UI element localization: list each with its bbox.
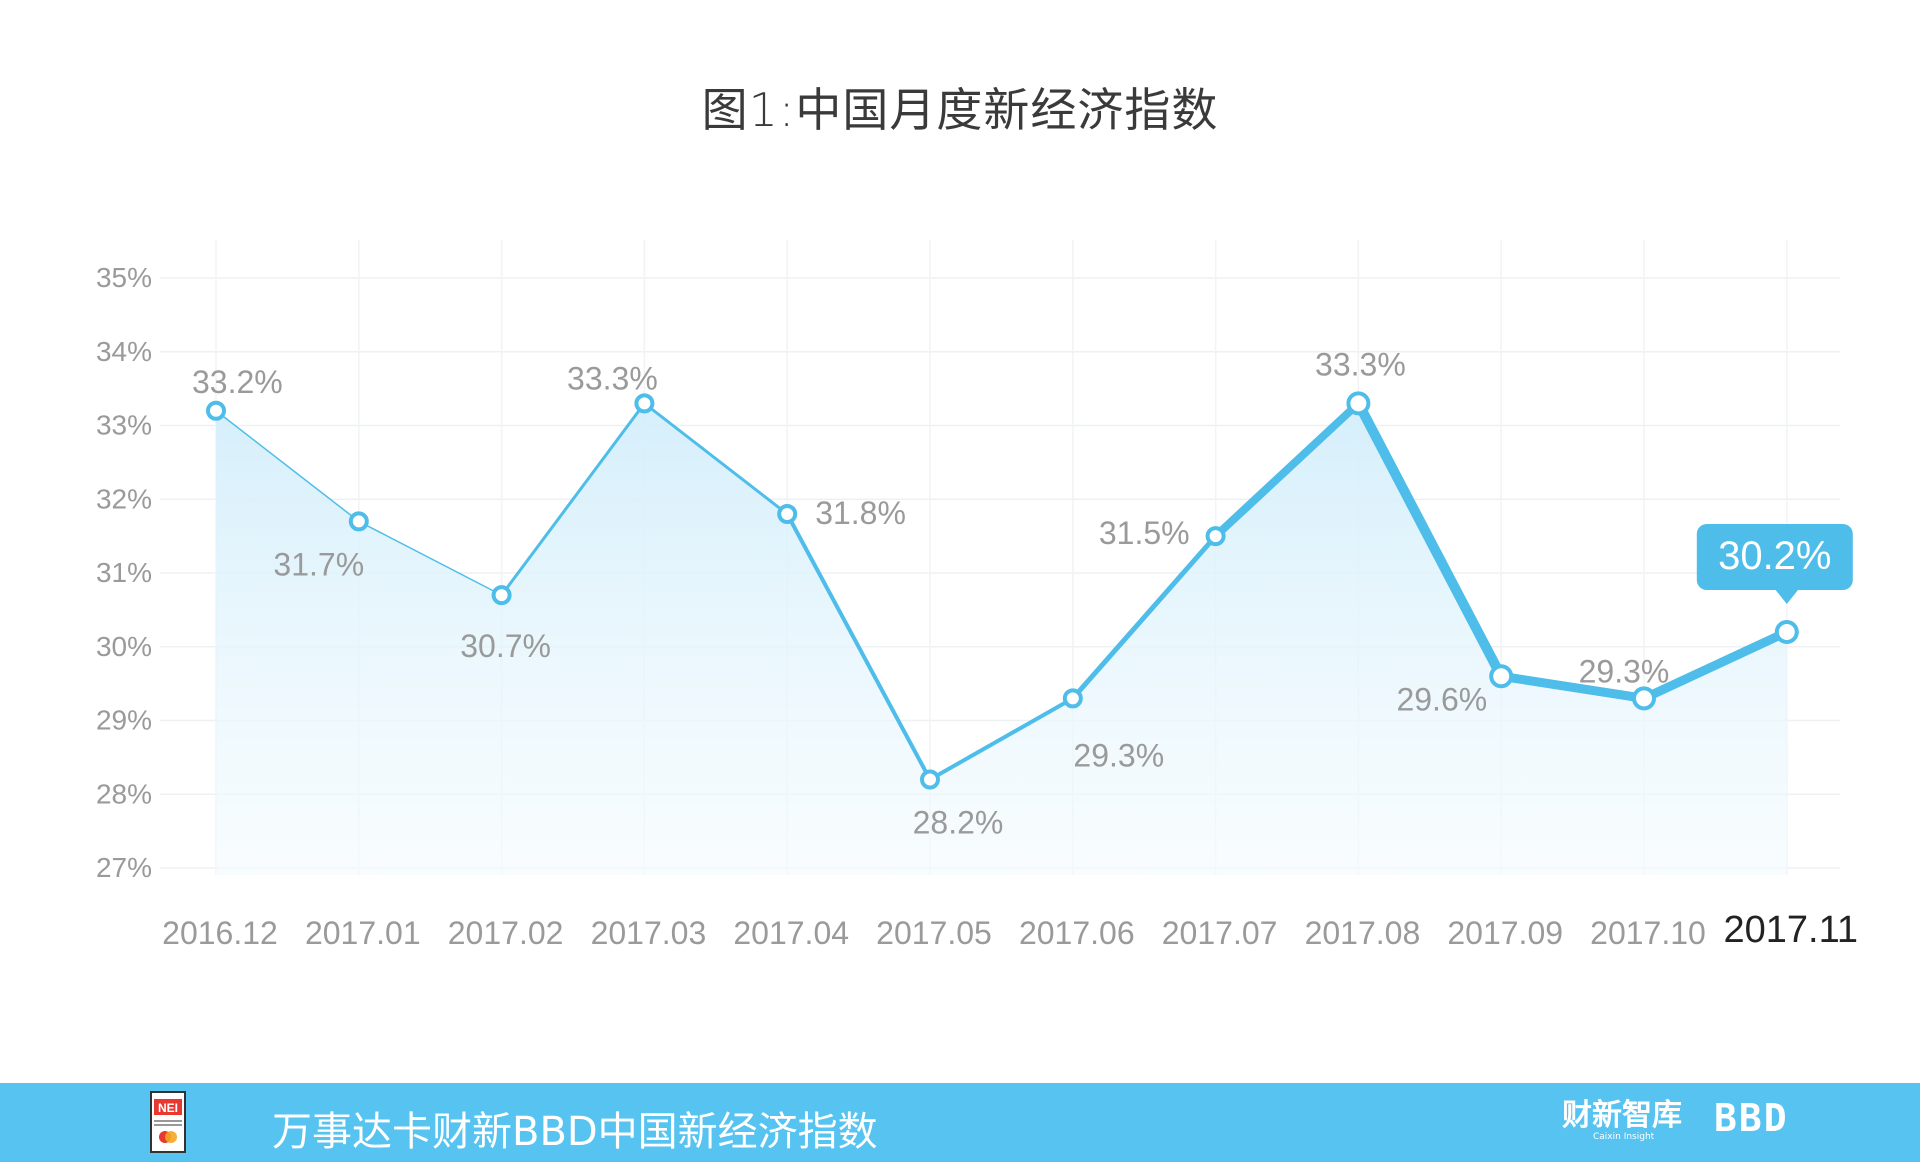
area-fill — [216, 403, 1787, 875]
y-tick-label: 33% — [96, 410, 152, 441]
x-tick-label: 2017.05 — [876, 915, 992, 951]
nei-logo-text: NEI — [158, 1101, 178, 1115]
line-segment — [215, 410, 360, 523]
line-segment — [928, 696, 1075, 782]
data-label: 31.8% — [815, 495, 906, 531]
data-point — [348, 511, 369, 532]
x-tick-label: 2016.12 — [162, 915, 278, 951]
line-segment — [642, 401, 789, 516]
line-segment — [1353, 398, 1507, 682]
y-tick-label: 31% — [96, 557, 152, 588]
x-tick-label: 2017.01 — [305, 915, 421, 951]
x-tick-label: 2017.02 — [448, 915, 564, 951]
line-segment — [500, 401, 646, 597]
y-tick-label: 35% — [96, 262, 152, 293]
y-tick-label: 32% — [96, 483, 152, 514]
bbd-logo: BBD — [1714, 1096, 1789, 1140]
x-tick-label: 2017.09 — [1447, 915, 1563, 951]
data-label: 31.7% — [273, 546, 364, 582]
caixin-insight-subtitle: Caixin Insight — [1593, 1132, 1655, 1142]
data-label: 29.3% — [1073, 737, 1164, 773]
data-point — [1062, 688, 1083, 709]
data-label: 30.7% — [460, 628, 551, 664]
data-point — [1632, 686, 1656, 711]
nei-logo: NEI — [150, 1091, 186, 1157]
x-tick-label: 2017.07 — [1162, 915, 1278, 951]
x-tick-label: 2017.03 — [591, 915, 707, 951]
line-segment — [1496, 671, 1649, 703]
data-label: 33.3% — [567, 360, 658, 396]
footer-title: 万事达卡财新BBD中国新经济指数 — [272, 1109, 878, 1155]
line-segment — [785, 512, 932, 782]
data-point — [206, 400, 226, 421]
data-label: 31.5% — [1099, 515, 1190, 551]
data-point — [634, 393, 655, 414]
data-point — [1489, 664, 1514, 689]
line-segment — [358, 520, 503, 596]
footer-bar: NEI 万事达卡财新BBD中国新经济指数 财新智库 Caixin Insight… — [0, 1083, 1920, 1162]
x-tick-label: 2017.04 — [733, 915, 849, 951]
callout-bubble: 30.2% — [1696, 524, 1853, 604]
data-label: 29.6% — [1396, 681, 1487, 717]
data-point — [920, 769, 940, 790]
y-tick-label: 27% — [96, 852, 152, 883]
data-label: 28.2% — [913, 805, 1004, 841]
callout-label: 30.2% — [1718, 534, 1831, 578]
x-tick-label: 2017.06 — [1019, 915, 1135, 951]
chart-title: 图1:中国月度新经济指数 — [701, 83, 1219, 137]
y-tick-label: 30% — [96, 631, 152, 662]
x-tick-label: 2017.08 — [1305, 915, 1421, 951]
y-tick-label: 28% — [96, 778, 152, 809]
data-label: 29.3% — [1579, 653, 1670, 689]
data-point — [1205, 526, 1226, 547]
line-segment — [1211, 399, 1363, 541]
data-point — [1346, 391, 1371, 416]
data-label: 33.2% — [192, 364, 283, 400]
y-tick-label: 34% — [96, 336, 152, 367]
caixin-insight-logo: 财新智库 — [1562, 1098, 1682, 1133]
data-point — [491, 585, 512, 606]
data-point — [777, 504, 798, 524]
line-segment — [1639, 627, 1792, 703]
data-point — [1774, 620, 1799, 644]
line-chart: 33.2% 31.7% 30.7% 33.3% 31.8% 28.2% 29.3% 31.5%… — [96, 240, 1859, 951]
line-segment — [1070, 533, 1219, 701]
y-tick-label: 29% — [96, 705, 152, 736]
x-tick-label: 2017.10 — [1590, 915, 1706, 951]
x-tick-label: 2017.11 — [1724, 909, 1859, 951]
data-label: 33.3% — [1315, 346, 1406, 382]
